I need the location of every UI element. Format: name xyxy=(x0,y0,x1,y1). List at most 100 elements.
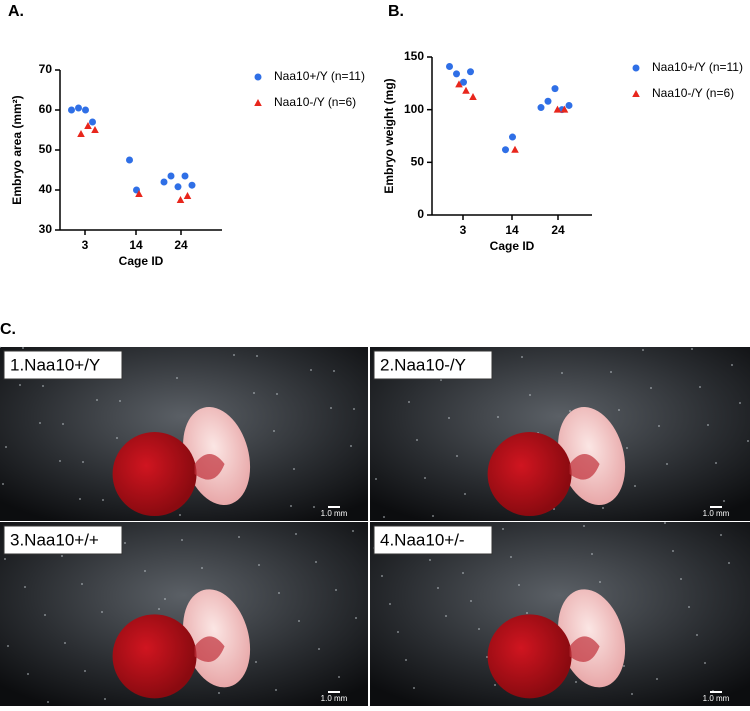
speck xyxy=(218,692,220,694)
embryo-body xyxy=(183,589,251,688)
data-point xyxy=(176,196,185,203)
speck xyxy=(5,446,7,448)
y-axis-label: Embryo weight (mg) xyxy=(382,78,396,193)
x-tick-label: 24 xyxy=(174,238,188,252)
speck xyxy=(96,399,98,401)
data-point xyxy=(509,133,516,141)
speck xyxy=(158,608,160,610)
speck xyxy=(602,507,604,509)
speck xyxy=(470,600,472,602)
speck xyxy=(672,550,674,552)
speck xyxy=(494,684,496,686)
speck xyxy=(381,575,383,577)
panel-label: C. xyxy=(0,321,16,338)
speck xyxy=(124,542,126,544)
data-point xyxy=(181,172,189,180)
embryo-detail xyxy=(569,454,600,480)
speck xyxy=(680,578,682,580)
data-point xyxy=(544,97,552,105)
speck xyxy=(315,561,317,563)
speck xyxy=(81,583,83,585)
speck xyxy=(462,572,464,574)
speck xyxy=(383,516,385,518)
speck xyxy=(526,612,528,614)
data-point xyxy=(160,178,168,186)
data-point xyxy=(455,80,463,88)
panel-label: A. xyxy=(8,3,24,20)
y-tick-label: 100 xyxy=(404,102,424,116)
speck xyxy=(62,423,64,425)
speck xyxy=(456,455,458,457)
speck xyxy=(278,592,280,594)
embryo-detail xyxy=(194,636,225,662)
data-point xyxy=(537,104,545,112)
speck xyxy=(276,393,278,395)
legend-label: Naa10-/Y (n=6) xyxy=(652,86,734,100)
x-tick-label: 24 xyxy=(551,223,565,237)
speck xyxy=(658,425,660,427)
speck xyxy=(486,656,488,658)
x-axis-label: Cage ID xyxy=(119,254,164,268)
speck xyxy=(497,416,499,418)
speck xyxy=(642,349,644,351)
speck xyxy=(656,678,658,680)
speck xyxy=(634,485,636,487)
data-point xyxy=(135,190,143,197)
speck xyxy=(666,463,668,465)
y-tick-label: 50 xyxy=(411,155,425,169)
speck xyxy=(82,461,84,463)
legend-marker xyxy=(254,73,262,81)
scale-label: 1.0 mm xyxy=(321,694,348,703)
data-point xyxy=(511,145,519,153)
y-tick-label: 70 xyxy=(39,62,53,76)
data-point xyxy=(89,118,96,126)
speck xyxy=(728,562,730,564)
speck xyxy=(258,564,260,566)
speck xyxy=(298,620,300,622)
y-tick-label: 40 xyxy=(39,182,53,196)
speck xyxy=(181,539,183,541)
speck xyxy=(747,440,749,442)
panel-title: 4.Naa10+/- xyxy=(380,530,465,549)
speck xyxy=(408,401,410,403)
embryo-detail xyxy=(569,636,600,662)
x-tick-label: 14 xyxy=(505,223,519,237)
data-point xyxy=(91,126,99,133)
speck xyxy=(238,536,240,538)
data-point xyxy=(460,78,467,86)
label-box xyxy=(373,350,493,380)
speck xyxy=(144,570,146,572)
speck xyxy=(569,410,571,412)
speck xyxy=(440,379,442,381)
x-axis-label: Cage ID xyxy=(490,239,535,253)
speck xyxy=(521,356,523,358)
speck xyxy=(318,648,320,650)
speck xyxy=(688,606,690,608)
speck xyxy=(610,371,612,373)
speck xyxy=(293,468,295,470)
y-tick-label: 0 xyxy=(417,207,424,221)
speck xyxy=(553,508,555,510)
label-box xyxy=(373,525,493,555)
speck xyxy=(79,498,81,500)
speck xyxy=(119,400,121,402)
speck xyxy=(575,681,577,683)
data-point xyxy=(126,156,133,164)
y-tick-label: 30 xyxy=(39,222,53,236)
speck xyxy=(375,478,377,480)
speck xyxy=(201,567,203,569)
embryo-body xyxy=(558,407,626,506)
yolk-sac xyxy=(112,432,197,517)
speck xyxy=(255,661,257,663)
speck xyxy=(397,631,399,633)
speck xyxy=(295,533,297,535)
speck xyxy=(464,493,466,495)
speck xyxy=(529,394,531,396)
speck xyxy=(19,384,21,386)
yolk-sac xyxy=(487,432,572,517)
speck xyxy=(2,483,4,485)
speck xyxy=(179,514,181,516)
data-point xyxy=(462,86,470,94)
data-point xyxy=(174,183,182,191)
